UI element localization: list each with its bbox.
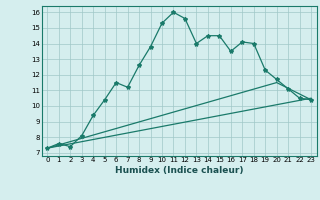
X-axis label: Humidex (Indice chaleur): Humidex (Indice chaleur): [115, 166, 244, 175]
